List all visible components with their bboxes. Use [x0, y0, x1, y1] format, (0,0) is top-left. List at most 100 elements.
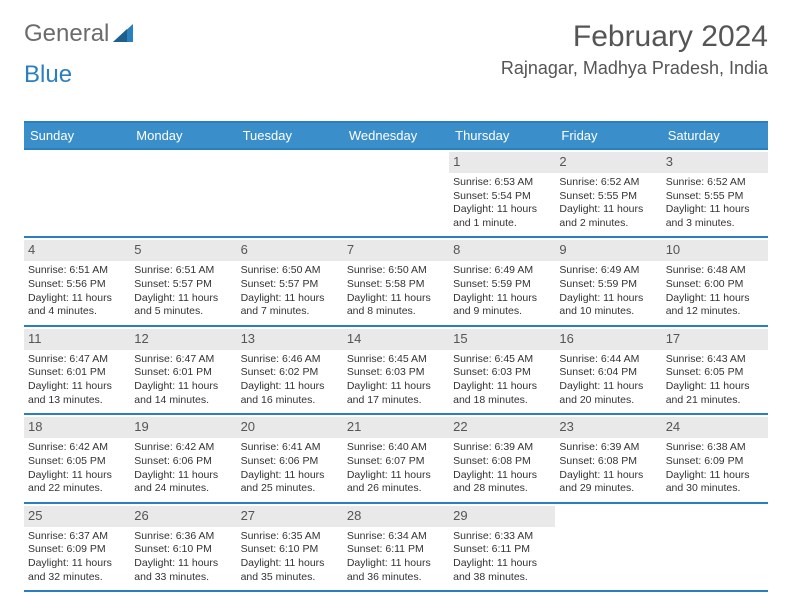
sunset-text: Sunset: 5:59 PM	[453, 278, 551, 292]
sunset-text: Sunset: 6:01 PM	[134, 366, 232, 380]
weeks-container: 1Sunrise: 6:53 AMSunset: 5:54 PMDaylight…	[24, 148, 768, 590]
daylight-text: Daylight: 11 hours and 24 minutes.	[134, 469, 232, 496]
sunrise-text: Sunrise: 6:39 AM	[559, 441, 657, 455]
day-cell: 13Sunrise: 6:46 AMSunset: 6:02 PMDayligh…	[237, 327, 343, 413]
sunrise-text: Sunrise: 6:45 AM	[453, 353, 551, 367]
week-row: 18 Sunrise: 6:42 AM Sunset: 6:05 PM Dayligh…	[24, 413, 768, 501]
day-cell: 1Sunrise: 6:53 AMSunset: 5:54 PMDaylight…	[449, 150, 555, 236]
logo: General	[24, 20, 135, 48]
sunset-text: Sunset: 6:05 PM	[666, 366, 764, 380]
dayheader-monday: Monday	[130, 123, 236, 148]
day-cell: 20Sunrise: 6:41 AMSunset: 6:06 PMDayligh…	[237, 415, 343, 501]
sunrise-text: Sunrise: 6:34 AM	[347, 530, 445, 544]
day-cell: 12Sunrise: 6:47 AMSunset: 6:01 PMDayligh…	[130, 327, 236, 413]
daylight-text: Daylight: 11 hours and 4 minutes.	[28, 292, 126, 319]
sunset-text: Sunset: 6:06 PM	[241, 455, 339, 469]
day-cell: 29Sunrise: 6:33 AMSunset: 6:11 PMDayligh…	[449, 504, 555, 590]
sunrise-text: Sunrise: 6:46 AM	[241, 353, 339, 367]
sunrise-text: Sunrise: 6:39 AM	[453, 441, 551, 455]
day-number: 21	[343, 417, 449, 438]
sunset-text: Sunset: 5:57 PM	[241, 278, 339, 292]
day-cell: 22Sunrise: 6:39 AMSunset: 6:08 PMDayligh…	[449, 415, 555, 501]
day-cell: 7Sunrise: 6:50 AMSunset: 5:58 PMDaylight…	[343, 238, 449, 324]
daylight-text: Daylight: 11 hours and 26 minutes.	[347, 469, 445, 496]
day-cell: 14Sunrise: 6:45 AMSunset: 6:03 PMDayligh…	[343, 327, 449, 413]
daylight-text: Daylight: 11 hours and 28 minutes.	[453, 469, 551, 496]
daylight-text: Daylight: 11 hours and 18 minutes.	[453, 380, 551, 407]
sunrise-text: Sunrise: 6:42 AM	[134, 441, 232, 455]
daylight-text: Daylight: 11 hours and 1 minute.	[453, 203, 551, 230]
dayheader-tuesday: Tuesday	[237, 123, 343, 148]
sunrise-text: Sunrise: 6:48 AM	[666, 264, 764, 278]
day-cell	[662, 504, 768, 590]
day-cell	[555, 504, 661, 590]
sunrise-text: Sunrise: 6:49 AM	[559, 264, 657, 278]
day-cell: 21 Sunrise: 6:40 AMSunset: 6:07 PMDayligh…	[343, 415, 449, 501]
day-header-row: Sunday Monday Tuesday Wednesday Thursday…	[24, 123, 768, 148]
day-cell: 9Sunrise: 6:49 AMSunset: 5:59 PMDaylight…	[555, 238, 661, 324]
day-cell: 23 Sunrise: 6:39 AMSunset: 6:08 PMDayligh…	[555, 415, 661, 501]
sunset-text: Sunset: 5:59 PM	[559, 278, 657, 292]
day-number: 23	[555, 417, 661, 438]
sunrise-text: Sunrise: 6:43 AM	[666, 353, 764, 367]
daylight-text: Daylight: 11 hours and 5 minutes.	[134, 292, 232, 319]
dayheader-sunday: Sunday	[24, 123, 130, 148]
daylight-text: Daylight: 11 hours and 10 minutes.	[559, 292, 657, 319]
day-cell: 16Sunrise: 6:44 AMSunset: 6:04 PMDayligh…	[555, 327, 661, 413]
day-number: 2	[555, 152, 661, 173]
sunrise-text: Sunrise: 6:53 AM	[453, 176, 551, 190]
logo-text-2: Blue	[24, 61, 72, 88]
day-cell	[130, 150, 236, 236]
sunrise-text: Sunrise: 6:40 AM	[347, 441, 445, 455]
sunrise-text: Sunrise: 6:38 AM	[666, 441, 764, 455]
day-cell: 4Sunrise: 6:51 AMSunset: 5:56 PMDaylight…	[24, 238, 130, 324]
sunrise-text: Sunrise: 6:35 AM	[241, 530, 339, 544]
day-number: 19	[130, 417, 236, 438]
sunset-text: Sunset: 6:03 PM	[453, 366, 551, 380]
day-number: 24	[662, 417, 768, 438]
week-row: 1Sunrise: 6:53 AMSunset: 5:54 PMDaylight…	[24, 148, 768, 236]
day-cell: 24Sunrise: 6:38 AMSunset: 6:09 PMDayligh…	[662, 415, 768, 501]
sunset-text: Sunset: 6:06 PM	[134, 455, 232, 469]
day-number: 4	[24, 240, 130, 261]
daylight-text: Daylight: 11 hours and 38 minutes.	[453, 557, 551, 584]
day-cell: 3Sunrise: 6:52 AMSunset: 5:55 PMDaylight…	[662, 150, 768, 236]
sunrise-text: Sunrise: 6:51 AM	[28, 264, 126, 278]
day-cell: 27Sunrise: 6:35 AMSunset: 6:10 PMDayligh…	[237, 504, 343, 590]
week-row: 11Sunrise: 6:47 AMSunset: 6:01 PMDayligh…	[24, 325, 768, 413]
day-cell	[343, 150, 449, 236]
day-number: 3	[662, 152, 768, 173]
sunset-text: Sunset: 5:57 PM	[134, 278, 232, 292]
daylight-text: Daylight: 11 hours and 3 minutes.	[666, 203, 764, 230]
day-number: 29	[449, 506, 555, 527]
sunrise-text: Sunrise: 6:44 AM	[559, 353, 657, 367]
week-row: 25Sunrise: 6:37 AMSunset: 6:09 PMDayligh…	[24, 502, 768, 590]
day-number: 8	[449, 240, 555, 261]
day-cell: 28Sunrise: 6:34 AMSunset: 6:11 PMDayligh…	[343, 504, 449, 590]
day-cell	[237, 150, 343, 236]
sunset-text: Sunset: 6:03 PM	[347, 366, 445, 380]
sunrise-text: Sunrise: 6:50 AM	[241, 264, 339, 278]
sunset-text: Sunset: 5:54 PM	[453, 190, 551, 204]
daylight-text: Daylight: 11 hours and 7 minutes.	[241, 292, 339, 319]
sunset-text: Sunset: 6:05 PM	[28, 455, 126, 469]
sunset-text: Sunset: 6:11 PM	[453, 543, 551, 557]
sunset-text: Sunset: 5:58 PM	[347, 278, 445, 292]
day-number: 10	[662, 240, 768, 261]
daylight-text: Daylight: 11 hours and 13 minutes.	[28, 380, 126, 407]
day-number: 18	[24, 417, 130, 438]
daylight-text: Daylight: 11 hours and 29 minutes.	[559, 469, 657, 496]
sunrise-text: Sunrise: 6:45 AM	[347, 353, 445, 367]
day-cell: 19 Sunrise: 6:42 AMSunset: 6:06 PMDayligh…	[130, 415, 236, 501]
calendar-bottom-border	[24, 590, 768, 592]
sunset-text: Sunset: 6:08 PM	[559, 455, 657, 469]
daylight-text: Daylight: 11 hours and 36 minutes.	[347, 557, 445, 584]
calendar: Sunday Monday Tuesday Wednesday Thursday…	[24, 121, 768, 592]
day-number: 26	[130, 506, 236, 527]
daylight-text: Daylight: 11 hours and 12 minutes.	[666, 292, 764, 319]
logo-sail-icon	[113, 24, 135, 44]
daylight-text: Daylight: 11 hours and 33 minutes.	[134, 557, 232, 584]
sunset-text: Sunset: 6:07 PM	[347, 455, 445, 469]
sunset-text: Sunset: 6:08 PM	[453, 455, 551, 469]
daylight-text: Daylight: 11 hours and 9 minutes.	[453, 292, 551, 319]
